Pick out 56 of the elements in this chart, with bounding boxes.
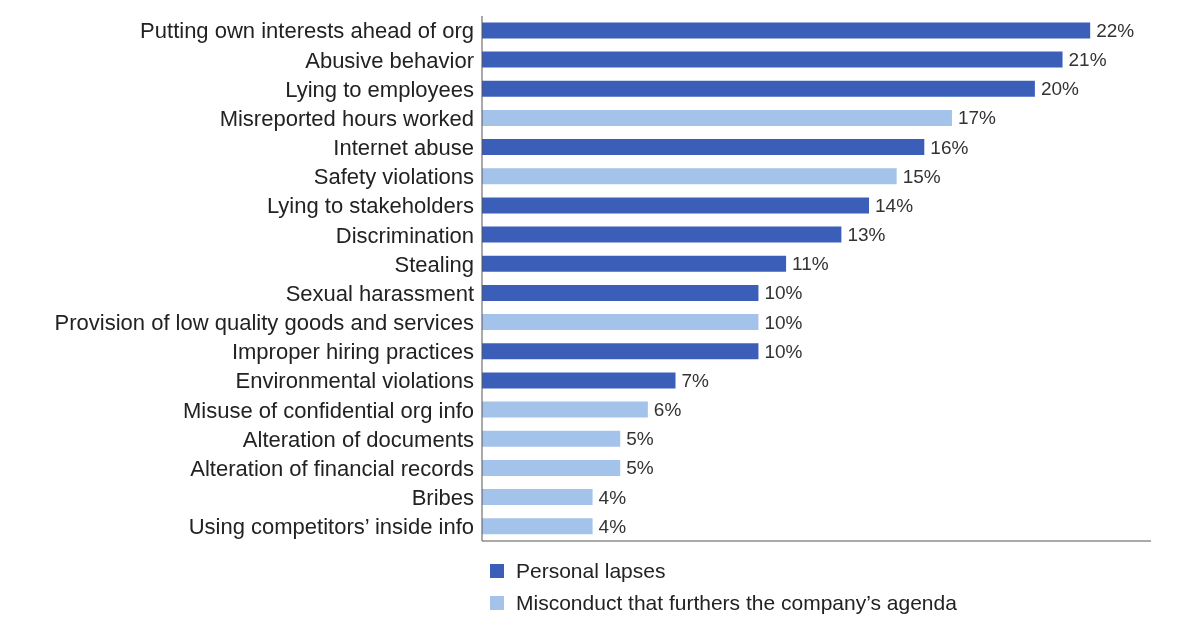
data-label: 4%: [598, 486, 627, 508]
data-label: 17%: [957, 107, 997, 129]
bar: [482, 518, 593, 535]
bar: [482, 109, 952, 126]
bar: [482, 401, 648, 418]
bar: [482, 22, 1091, 39]
y-tick-label: Internet abuse: [333, 135, 474, 161]
bar: [482, 489, 593, 506]
legend-label: Personal lapses: [516, 559, 666, 583]
y-tick-label: Bribes: [411, 485, 474, 511]
y-tick-label: Abusive behavior: [305, 47, 474, 73]
data-label: 14%: [875, 194, 914, 216]
data-label: 16%: [930, 136, 969, 158]
y-tick-label: Discrimination: [335, 222, 474, 248]
data-label: 13%: [847, 224, 886, 246]
y-tick-label: Improper hiring practices: [231, 339, 474, 365]
bar: [482, 372, 676, 389]
data-label: 5%: [626, 457, 654, 479]
bar: [482, 139, 925, 156]
bar: [482, 343, 759, 360]
bar: [482, 314, 759, 331]
data-label: 20%: [1040, 78, 1080, 100]
data-label: 15%: [902, 165, 941, 187]
bar: [482, 284, 759, 301]
y-tick-label: Lying to employees: [285, 76, 474, 102]
y-tick-label: Stealing: [394, 251, 474, 277]
y-tick-label: Safety violations: [313, 164, 474, 190]
bar: [482, 430, 621, 447]
bar: [482, 168, 897, 185]
y-tick-label: Putting own interests ahead of org: [140, 18, 474, 44]
y-tick-label: Misreported hours worked: [219, 105, 474, 131]
data-label: 4%: [598, 515, 627, 537]
y-tick-label: Using competitors’ inside info: [188, 514, 474, 540]
y-tick-label: Provision of low quality goods and services: [54, 310, 474, 336]
data-label: 10%: [764, 340, 803, 362]
bar: [482, 459, 621, 476]
bar: [482, 80, 1035, 97]
bar: [482, 197, 870, 214]
data-label: 7%: [681, 369, 710, 391]
y-tick-label: Misuse of confidential org info: [182, 397, 474, 423]
bar: [482, 226, 842, 243]
data-label: 11%: [792, 253, 829, 275]
y-tick-label: Environmental violations: [235, 368, 474, 394]
legend-label: Misconduct that furthers the company’s agenda: [516, 591, 957, 615]
y-tick-label: Lying to stakeholders: [266, 193, 474, 219]
data-label: 6%: [653, 399, 682, 421]
bar: [482, 255, 787, 272]
data-label: 10%: [764, 311, 803, 333]
y-tick-label: Alteration of documents: [242, 426, 474, 452]
y-tick-label: Alteration of financial records: [190, 455, 474, 481]
data-label: 22%: [1096, 19, 1135, 41]
y-tick-label: Sexual harassment: [285, 280, 474, 306]
data-label: 21%: [1068, 49, 1107, 71]
data-label: 5%: [626, 428, 654, 450]
data-label: 10%: [764, 282, 803, 304]
bar: [482, 51, 1063, 68]
